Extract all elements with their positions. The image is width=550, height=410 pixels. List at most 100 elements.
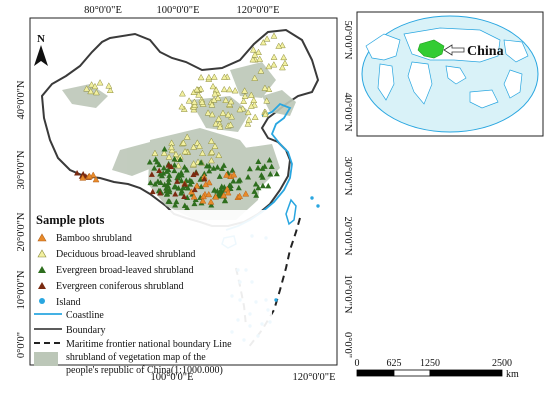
sample-plot-marker bbox=[224, 189, 232, 196]
sample-plot-marker bbox=[270, 32, 278, 39]
north-label: N bbox=[37, 33, 45, 45]
sample-plot-marker bbox=[151, 149, 159, 156]
sample-plot-marker bbox=[215, 115, 223, 122]
sample-plot-marker bbox=[256, 55, 264, 62]
sample-plot-marker bbox=[270, 61, 278, 68]
scale-tick-2500: 2500 bbox=[492, 358, 512, 369]
sample-plot-marker bbox=[280, 53, 288, 61]
top-tick-100e: 100°0'0"E bbox=[156, 5, 199, 16]
sample-plot-marker bbox=[208, 101, 216, 108]
sample-plot-marker bbox=[171, 156, 178, 162]
sample-plot-marker bbox=[247, 91, 255, 98]
scale-segment-2 bbox=[393, 369, 431, 377]
legend-label-shrubland-line2: people's republic of China(1:1000.000) bbox=[66, 365, 223, 376]
sample-plot-marker bbox=[178, 177, 185, 184]
sample-plot-marker bbox=[211, 186, 218, 193]
sample-plot-marker bbox=[263, 97, 271, 104]
sample-plot-marker bbox=[222, 197, 229, 203]
sample-plot-marker bbox=[105, 82, 113, 89]
sample-plot-marker bbox=[202, 180, 210, 188]
sample-plot-marker bbox=[174, 178, 181, 184]
sample-plot-marker bbox=[190, 143, 198, 150]
scale-unit: km bbox=[506, 369, 519, 380]
sample-plot-marker bbox=[193, 85, 201, 93]
sample-plot-marker bbox=[152, 156, 159, 162]
evergreen-broad-triangle-icon bbox=[38, 266, 46, 273]
sample-plot-marker bbox=[171, 167, 178, 174]
sample-plot-marker bbox=[209, 82, 217, 90]
sample-plot-marker bbox=[214, 164, 221, 170]
inset-arrow-icon bbox=[443, 44, 465, 56]
left-tick-10n: 10°0'0"N bbox=[16, 270, 27, 309]
right-tick-20n: 20°0'0"N bbox=[342, 217, 353, 256]
main-map: N 80°0'0"E 100°0'0"E 120°0'0"E 100°0'0"E… bbox=[16, 5, 353, 383]
sample-plot-marker bbox=[206, 167, 213, 174]
sample-plot-marker bbox=[273, 170, 280, 177]
sample-plot-marker bbox=[210, 165, 217, 171]
sample-plot-marker bbox=[210, 73, 218, 80]
legend-label-deciduous: Deciduous broad-leaved shrubland bbox=[56, 249, 195, 260]
sample-plot-marker bbox=[263, 35, 271, 42]
island-dot bbox=[310, 196, 314, 200]
sample-plot-marker bbox=[219, 109, 227, 116]
sample-plot-marker bbox=[196, 142, 203, 149]
sample-plot-marker bbox=[216, 173, 223, 179]
north-arrow-icon bbox=[34, 45, 48, 66]
legend-label-bamboo: Bamboo shrubland bbox=[56, 233, 132, 244]
sample-plot-marker bbox=[149, 188, 156, 195]
sample-plot-marker bbox=[216, 123, 224, 130]
sample-plot-marker bbox=[235, 177, 242, 184]
sample-plot-marker bbox=[275, 42, 283, 49]
top-tick-120e: 120°0'0"E bbox=[236, 5, 279, 16]
bottom-tick-120e: 120°0'0"E bbox=[292, 372, 335, 383]
sample-plot-marker bbox=[244, 120, 252, 127]
sample-plot-marker bbox=[222, 96, 230, 103]
sample-plot-marker bbox=[207, 198, 215, 205]
scale-tick-1250: 1250 bbox=[420, 358, 440, 369]
sample-plot-marker bbox=[168, 146, 176, 154]
legend-item-deciduous: Deciduous broad-leaved shrubland bbox=[37, 249, 195, 260]
sample-plot-marker bbox=[165, 166, 172, 173]
island-dot bbox=[316, 204, 320, 208]
sample-plot-marker bbox=[208, 110, 216, 118]
sample-plot-marker bbox=[157, 171, 164, 177]
legend-item-bamboo: Bamboo shrubland bbox=[37, 233, 132, 244]
sample-plot-marker bbox=[208, 148, 216, 155]
sample-plot-marker bbox=[220, 85, 228, 93]
sample-plot-marker bbox=[190, 193, 198, 200]
sample-plot-marker bbox=[163, 191, 170, 197]
sample-plot-marker bbox=[96, 79, 104, 86]
sample-plot-marker bbox=[236, 105, 244, 113]
sample-plot-marker bbox=[157, 179, 164, 185]
sample-plot-marker bbox=[211, 142, 219, 149]
sample-plot-marker bbox=[191, 186, 198, 193]
right-tick-0: 0°0'0" bbox=[342, 332, 353, 358]
sample-plot-marker bbox=[180, 139, 187, 146]
sample-plot-marker bbox=[195, 91, 203, 98]
sample-plot-marker bbox=[235, 184, 242, 191]
bottom-axis: 100°0'0"E 120°0'0"E bbox=[150, 372, 335, 383]
left-tick-0: 0°0'0" bbox=[16, 332, 27, 358]
sample-plot-marker bbox=[191, 200, 198, 207]
scale-tick-625: 625 bbox=[387, 358, 402, 369]
sample-plot-marker bbox=[244, 108, 252, 116]
sample-plot-marker bbox=[257, 67, 265, 74]
sample-plot-marker bbox=[173, 198, 180, 205]
sample-plot-marker bbox=[230, 171, 238, 178]
shrubland-swatch-icon bbox=[34, 352, 58, 366]
sample-plot-marker bbox=[212, 193, 220, 200]
sample-plot-marker bbox=[147, 179, 154, 186]
sample-plot-marker bbox=[199, 197, 207, 204]
sample-plot-marker bbox=[220, 73, 228, 80]
right-tick-30n: 30°0'0"N bbox=[342, 157, 353, 196]
sample-plot-marker bbox=[168, 143, 175, 151]
sample-plot-marker bbox=[236, 192, 244, 199]
sample-plot-marker bbox=[204, 109, 212, 116]
inset-china-label: China bbox=[467, 44, 504, 59]
sample-plot-marker bbox=[151, 165, 158, 171]
legend-label-maritime: Maritime frontier national boundary Line bbox=[66, 339, 232, 350]
sample-plot-marker bbox=[148, 171, 155, 177]
sample-plot-marker bbox=[160, 164, 167, 171]
sample-plot-marker bbox=[241, 87, 249, 94]
sample-plot-marker bbox=[181, 202, 188, 209]
